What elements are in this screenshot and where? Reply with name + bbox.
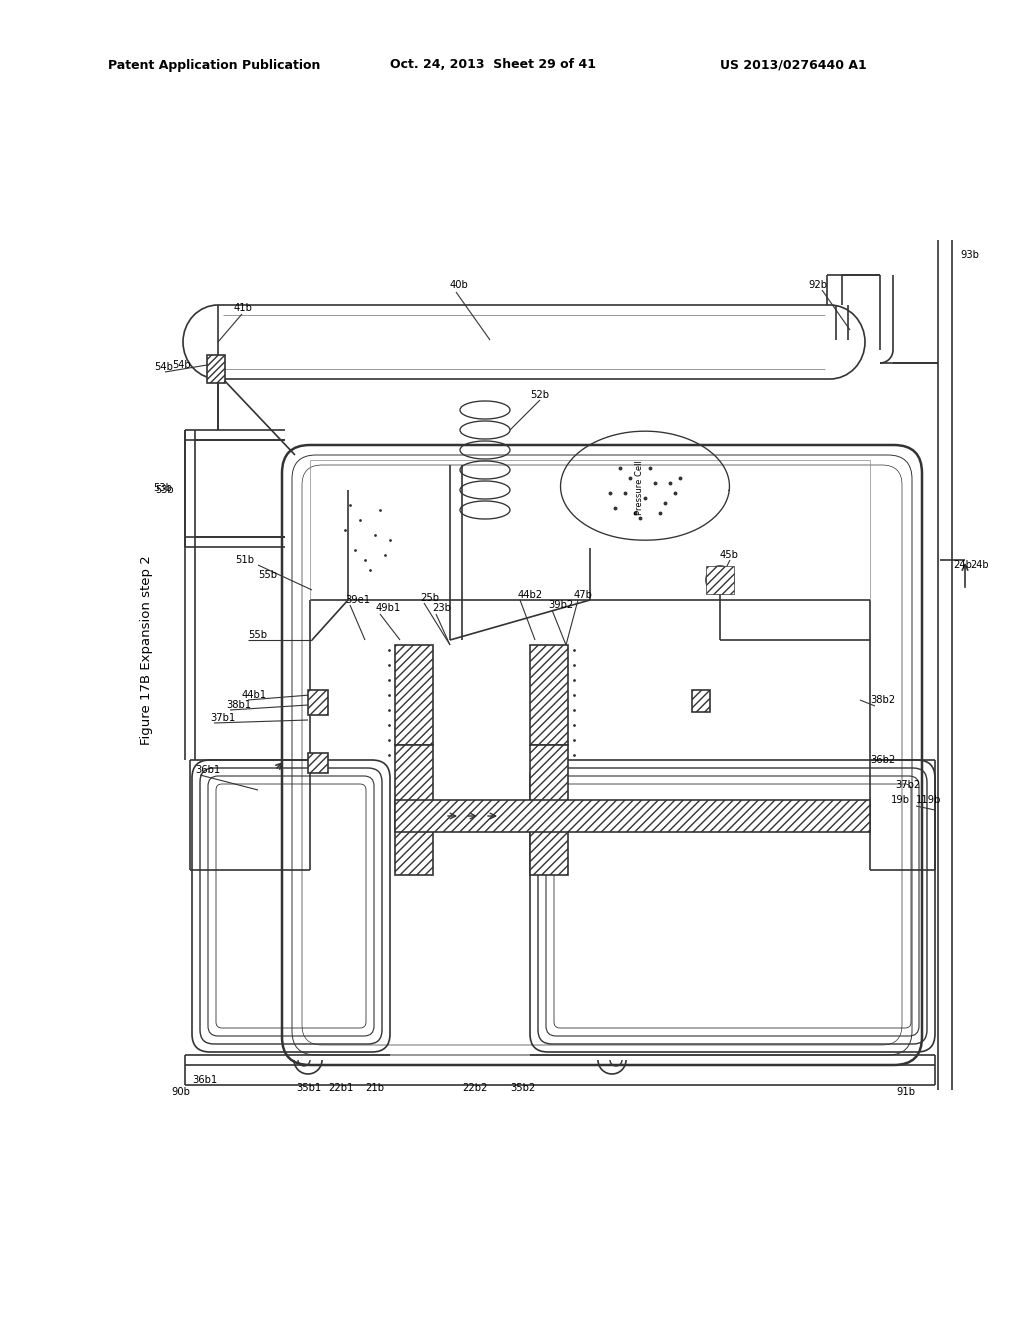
Text: 45b: 45b xyxy=(720,550,739,560)
Bar xyxy=(706,566,734,594)
Text: 36b1: 36b1 xyxy=(195,766,220,775)
Text: 52b: 52b xyxy=(530,389,549,400)
Text: Patent Application Publication: Patent Application Publication xyxy=(108,58,321,71)
Bar xyxy=(530,645,568,744)
Bar xyxy=(207,355,225,383)
Text: 44b1: 44b1 xyxy=(242,690,267,700)
Text: 39b2: 39b2 xyxy=(548,601,573,610)
Text: 49b1: 49b1 xyxy=(376,603,401,612)
Text: 35b1: 35b1 xyxy=(296,1082,322,1093)
Text: 47b: 47b xyxy=(574,590,593,601)
Text: 119b: 119b xyxy=(916,795,941,805)
Text: 38b1: 38b1 xyxy=(226,700,251,710)
Text: 24b: 24b xyxy=(953,560,972,570)
Text: 92b: 92b xyxy=(808,280,827,290)
Text: 41b: 41b xyxy=(234,304,253,313)
Text: 40b: 40b xyxy=(450,280,469,290)
Text: 54b: 54b xyxy=(154,362,173,372)
Text: 36b2: 36b2 xyxy=(870,755,895,766)
Bar xyxy=(395,645,433,744)
Text: 25b: 25b xyxy=(420,593,439,603)
Text: 53b: 53b xyxy=(153,483,172,492)
Text: 53b: 53b xyxy=(155,484,174,495)
Text: Oct. 24, 2013  Sheet 29 of 41: Oct. 24, 2013 Sheet 29 of 41 xyxy=(390,58,596,71)
Text: 93b: 93b xyxy=(961,249,979,260)
Text: Figure 17B Expansion step 2: Figure 17B Expansion step 2 xyxy=(140,556,153,744)
Text: 38b2: 38b2 xyxy=(870,696,895,705)
Text: 35b2: 35b2 xyxy=(510,1082,536,1093)
Text: 91b: 91b xyxy=(896,1086,915,1097)
Bar xyxy=(395,744,433,875)
Text: 51b: 51b xyxy=(234,554,254,565)
Circle shape xyxy=(706,566,734,594)
Text: 24b: 24b xyxy=(970,560,988,570)
Text: Pressure Cell: Pressure Cell xyxy=(636,461,644,515)
Bar xyxy=(692,690,710,711)
Text: 55b: 55b xyxy=(248,630,267,640)
Text: 37b2: 37b2 xyxy=(895,780,921,789)
Text: 54b: 54b xyxy=(172,360,190,370)
Bar xyxy=(308,690,328,715)
Bar xyxy=(530,744,568,875)
Text: 39e1: 39e1 xyxy=(345,595,370,605)
FancyBboxPatch shape xyxy=(282,445,922,1065)
Bar xyxy=(395,800,870,832)
Text: 37b1: 37b1 xyxy=(210,713,236,723)
Text: 36b1: 36b1 xyxy=(193,1074,217,1085)
Text: 44b2: 44b2 xyxy=(518,590,543,601)
Text: 90b: 90b xyxy=(171,1086,189,1097)
Text: 21b: 21b xyxy=(365,1082,384,1093)
Text: 19b: 19b xyxy=(891,795,910,805)
Text: 22b1: 22b1 xyxy=(328,1082,353,1093)
Text: 23b: 23b xyxy=(432,603,451,612)
Bar xyxy=(308,752,328,774)
Text: US 2013/0276440 A1: US 2013/0276440 A1 xyxy=(720,58,866,71)
Text: 55b: 55b xyxy=(258,570,278,579)
Text: 22b2: 22b2 xyxy=(462,1082,487,1093)
